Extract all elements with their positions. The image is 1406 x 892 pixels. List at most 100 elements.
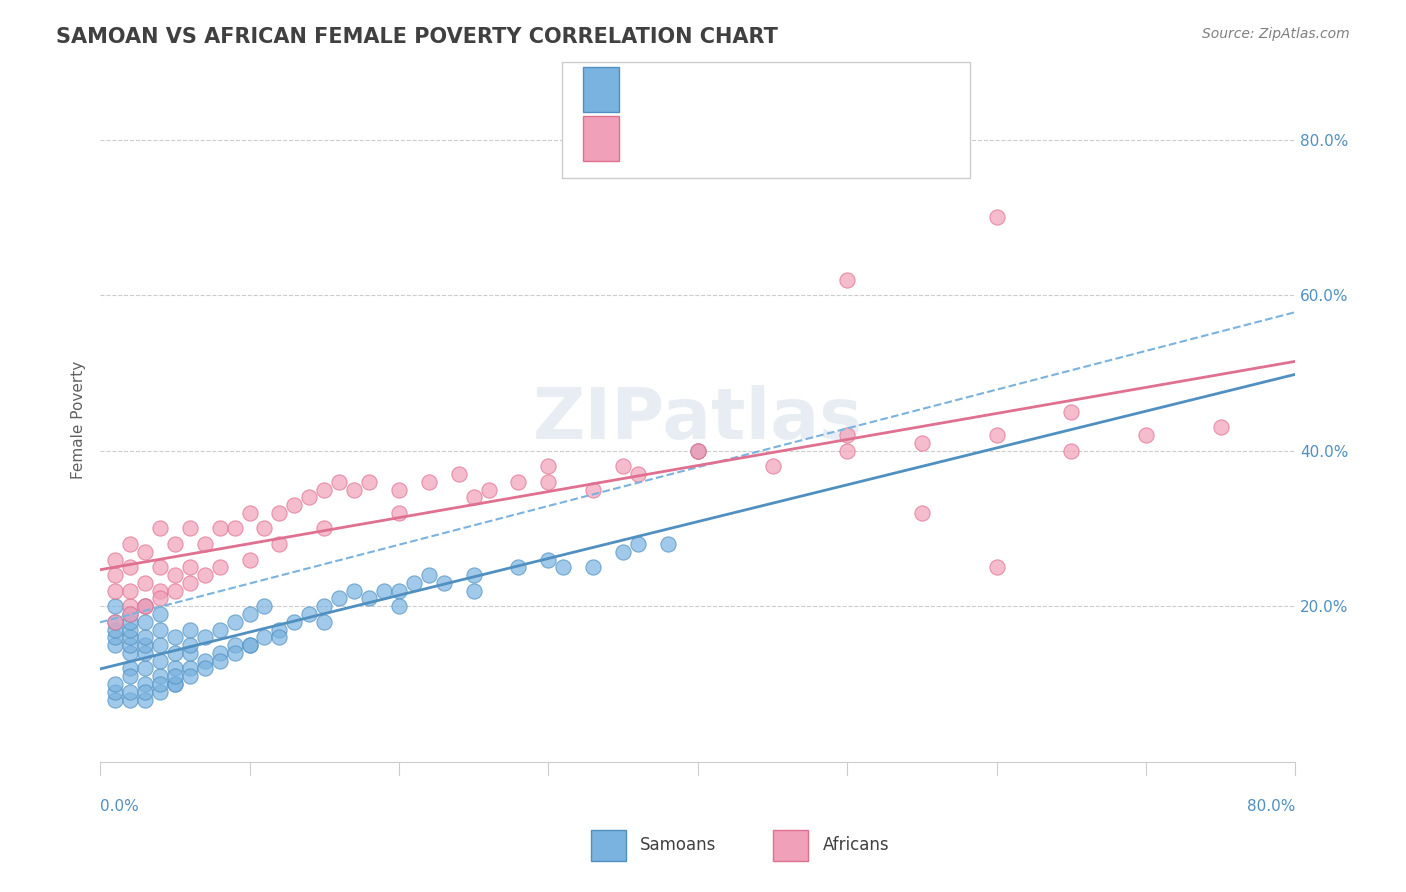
Point <box>911 436 934 450</box>
Text: SAMOAN VS AFRICAN FEMALE POVERTY CORRELATION CHART: SAMOAN VS AFRICAN FEMALE POVERTY CORRELA… <box>56 27 778 46</box>
Point <box>986 560 1008 574</box>
Point <box>837 272 859 286</box>
Point <box>134 638 156 652</box>
Point <box>1209 420 1232 434</box>
Point <box>149 685 172 699</box>
Point <box>388 483 411 497</box>
Point <box>269 537 291 551</box>
Point <box>298 491 321 505</box>
Point <box>104 615 127 629</box>
Point <box>149 591 172 606</box>
Point <box>163 537 186 551</box>
Point <box>612 545 634 559</box>
Point <box>537 459 560 474</box>
Point <box>463 583 485 598</box>
Point <box>359 475 381 489</box>
Point <box>553 560 575 574</box>
Point <box>134 685 156 699</box>
Point <box>179 669 201 683</box>
Point <box>134 545 156 559</box>
Point <box>373 583 395 598</box>
Point <box>238 552 260 566</box>
Point <box>194 537 217 551</box>
Point <box>179 560 201 574</box>
Point <box>837 443 859 458</box>
Point <box>149 638 172 652</box>
Point <box>269 623 291 637</box>
Point <box>179 521 201 535</box>
Point <box>104 568 127 582</box>
Point <box>179 661 201 675</box>
Point <box>134 677 156 691</box>
Text: R =: R = <box>633 116 672 134</box>
Point <box>837 428 859 442</box>
Point <box>104 583 127 598</box>
Point <box>179 638 201 652</box>
Point <box>118 607 141 621</box>
Point <box>208 646 231 660</box>
Point <box>134 599 156 614</box>
Point <box>149 583 172 598</box>
Text: N =: N = <box>738 67 778 85</box>
Point <box>134 599 156 614</box>
Point <box>283 615 305 629</box>
Point <box>657 537 679 551</box>
Point <box>433 575 456 590</box>
Point <box>508 475 530 489</box>
Point <box>163 646 186 660</box>
Text: N =: N = <box>738 116 778 134</box>
Point <box>163 677 186 691</box>
Point <box>118 623 141 637</box>
Point <box>402 575 425 590</box>
Point <box>328 475 350 489</box>
Point <box>388 583 411 598</box>
Point <box>686 443 709 458</box>
Point <box>224 646 246 660</box>
Text: Samoans: Samoans <box>640 836 716 854</box>
Point <box>118 537 141 551</box>
Point <box>627 467 650 481</box>
Point <box>118 638 141 652</box>
Point <box>179 646 201 660</box>
Y-axis label: Female Poverty: Female Poverty <box>72 360 86 479</box>
Point <box>627 537 650 551</box>
Point <box>478 483 501 497</box>
Point <box>1060 405 1083 419</box>
Point <box>118 583 141 598</box>
Point <box>328 591 350 606</box>
Point <box>134 646 156 660</box>
Point <box>118 669 141 683</box>
Point <box>224 638 246 652</box>
Point <box>463 491 485 505</box>
Point <box>104 638 127 652</box>
Point <box>208 623 231 637</box>
Point <box>208 654 231 668</box>
Point <box>134 692 156 706</box>
Point <box>104 631 127 645</box>
Point <box>359 591 381 606</box>
Point <box>537 475 560 489</box>
Point <box>208 560 231 574</box>
Point <box>134 575 156 590</box>
Point <box>224 521 246 535</box>
Text: 67: 67 <box>780 116 806 134</box>
Point <box>314 483 336 497</box>
Point <box>194 568 217 582</box>
Point <box>134 661 156 675</box>
Point <box>104 615 127 629</box>
Point <box>134 615 156 629</box>
Text: R =: R = <box>633 67 672 85</box>
Point <box>986 428 1008 442</box>
Point <box>149 623 172 637</box>
Point <box>163 583 186 598</box>
Point <box>1060 443 1083 458</box>
Point <box>283 498 305 512</box>
Point <box>1135 428 1157 442</box>
Text: Africans: Africans <box>823 836 889 854</box>
Point <box>582 483 605 497</box>
Point <box>986 211 1008 225</box>
Point <box>118 661 141 675</box>
Point <box>149 607 172 621</box>
Point <box>104 623 127 637</box>
Point <box>238 506 260 520</box>
